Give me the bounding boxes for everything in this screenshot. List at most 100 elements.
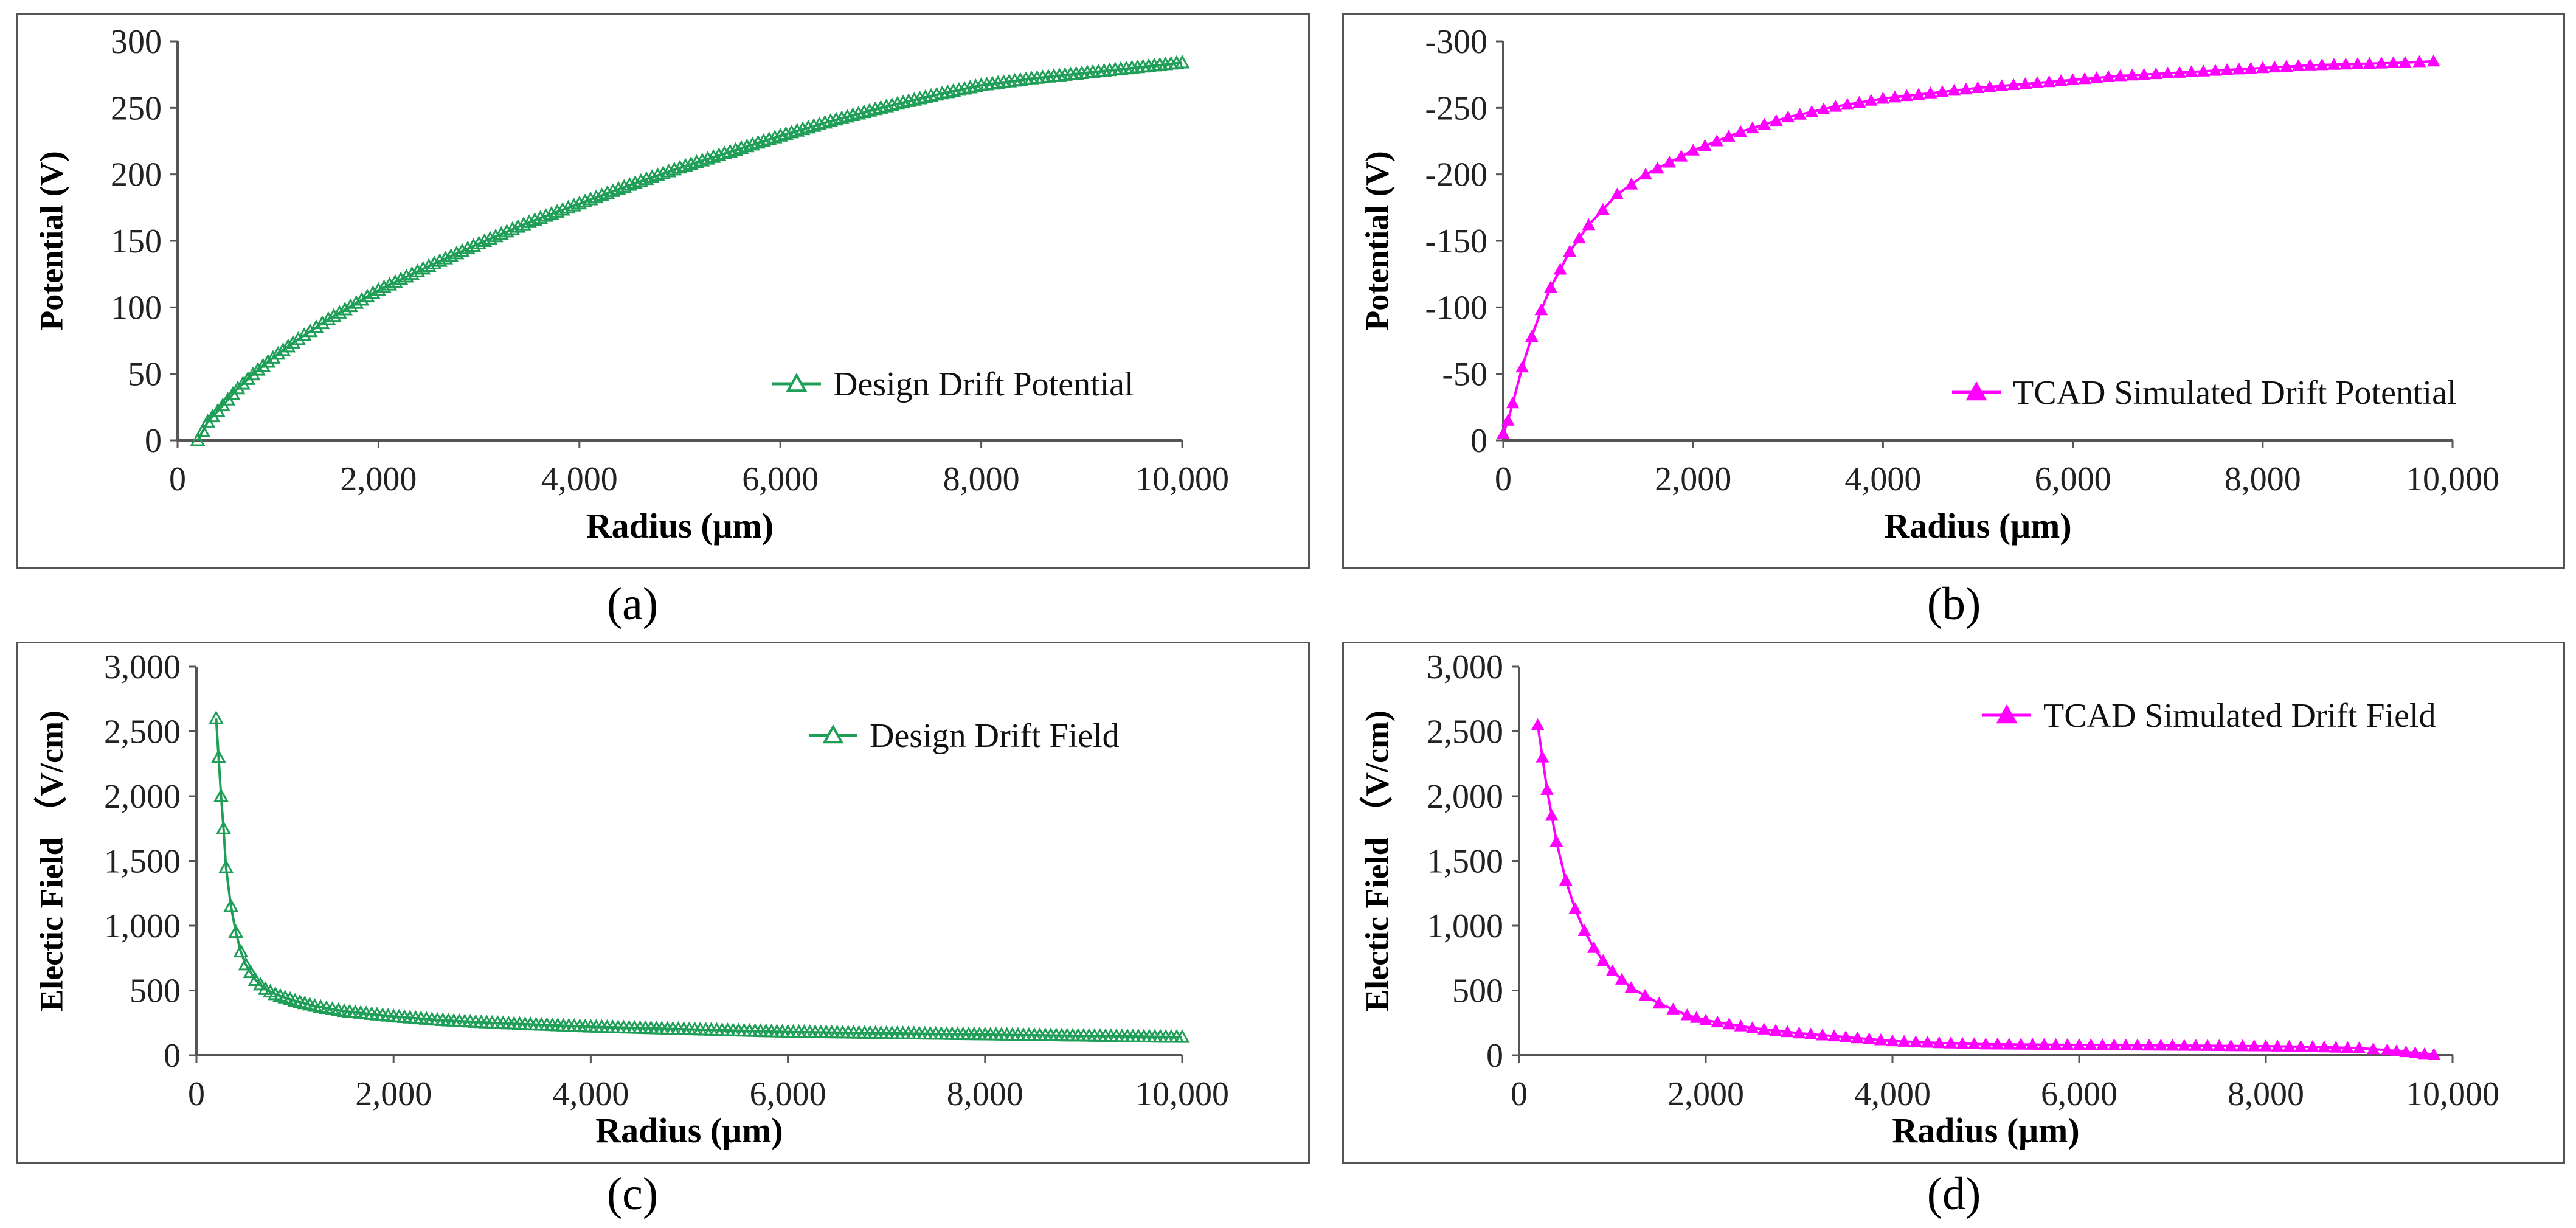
- chart-panel-c: 0 2,000 4,000 6,000 8,000 10,000 0 500 1,000 1,50…: [16, 642, 1310, 1164]
- data-point: [2329, 1041, 2342, 1053]
- data-point: [190, 432, 206, 446]
- x-tick-label: 0: [1495, 460, 1512, 498]
- data-point: [884, 97, 900, 111]
- data-point: [1699, 1013, 1712, 1025]
- data-point: [1615, 973, 1629, 985]
- data-point: [1886, 1034, 1899, 1047]
- data-point: [1979, 1037, 1993, 1050]
- data-point: [2327, 58, 2341, 70]
- chart-panel-d: 0 2,000 4,000 6,000 8,000 10,000 0 500 1,000 1,50…: [1342, 642, 2565, 1164]
- x-axis-label: Radius (μm): [1884, 506, 2071, 546]
- data-point: [1638, 988, 1652, 1001]
- data-point: [2235, 1039, 2249, 1052]
- data-point: [1805, 105, 1819, 117]
- legend-label: TCAD Simulated Drift Field: [2043, 697, 2436, 735]
- x-tick-label: 2,000: [355, 1075, 432, 1113]
- data-point: [2125, 68, 2139, 81]
- data-point: [918, 89, 933, 103]
- data-point: [370, 282, 386, 296]
- data-point: [600, 185, 615, 199]
- data-point: [2232, 62, 2246, 75]
- data-point: [1577, 924, 1591, 937]
- caption-b: (b): [1927, 578, 1981, 630]
- x-tick-label: 2,000: [1667, 1075, 1744, 1113]
- x-tick-label: 4,000: [1844, 460, 1921, 498]
- data-point: [2212, 1039, 2226, 1052]
- data-point: [1967, 1037, 1981, 1049]
- data-point: [694, 152, 710, 167]
- x-tick-label: 6,000: [742, 460, 819, 498]
- data-point: [1781, 110, 1795, 123]
- data-point: [784, 124, 800, 139]
- data-point: [1549, 834, 1563, 847]
- data-point: [962, 79, 978, 94]
- data-point: [2244, 61, 2258, 74]
- legend-label: TCAD Simulated Drift Potential: [2013, 374, 2456, 412]
- data-point: [1947, 83, 1961, 96]
- data-point: [454, 243, 470, 257]
- data-point: [2294, 1039, 2308, 1052]
- x-axis-label: Radius (μm): [1892, 1111, 2079, 1150]
- data-point: [1900, 89, 1914, 102]
- data-point: [588, 189, 604, 204]
- y-tick-label: 3,000: [104, 648, 181, 686]
- chart-panel-a: 0 2,000 4,000 6,000 8,000 10,000 0 50 100 150 200 2…: [16, 13, 1310, 569]
- data-point: [1757, 117, 1771, 130]
- data-point: [296, 327, 312, 341]
- data-point: [951, 82, 967, 96]
- data-point: [1852, 95, 1866, 108]
- y-tick-label: -200: [1425, 156, 1487, 194]
- x-tick-label: 8,000: [2228, 1075, 2304, 1113]
- data-point: [228, 924, 244, 938]
- data-point: [213, 788, 229, 802]
- data-point: [677, 158, 693, 172]
- legend-marker: [1996, 704, 2018, 724]
- data-point: [538, 208, 554, 222]
- data-point: [957, 80, 972, 95]
- data-point: [1711, 1015, 1725, 1028]
- caption-c: (c): [606, 1168, 659, 1219]
- data-point: [1596, 954, 1610, 966]
- y-tick-label: 0: [1470, 422, 1487, 460]
- data-point: [2256, 61, 2270, 74]
- y-tick-label: 1,000: [104, 907, 181, 945]
- x-tick-label: 4,000: [552, 1075, 629, 1113]
- data-point: [2161, 66, 2175, 78]
- data-point: [1540, 783, 1554, 795]
- data-point: [243, 964, 258, 979]
- data-point: [756, 133, 772, 147]
- data-point: [628, 175, 643, 189]
- data-point: [817, 114, 833, 129]
- data-point: [940, 84, 956, 99]
- y-tick-label: -300: [1425, 23, 1487, 61]
- data-point: [2184, 65, 2198, 77]
- data-point: [867, 101, 883, 116]
- data-point: [1829, 100, 1843, 112]
- data-point: [1698, 139, 1712, 151]
- data-point: [890, 95, 905, 110]
- data-point: [2427, 1047, 2441, 1060]
- data-point: [1650, 161, 1664, 174]
- data-point: [1624, 178, 1638, 190]
- data-point: [1920, 1035, 1934, 1048]
- data-point: [1639, 167, 1652, 180]
- data-point: [2102, 70, 2115, 82]
- data-point: [1534, 303, 1548, 316]
- data-point: [577, 193, 593, 207]
- data-point: [280, 338, 296, 353]
- y-tick-label: 0: [164, 1037, 181, 1075]
- series-line: [215, 718, 1183, 1039]
- x-tick-label: 2,000: [340, 460, 417, 498]
- y-tick-label: 0: [145, 422, 162, 460]
- data-point: [895, 94, 911, 109]
- data-point: [566, 198, 582, 212]
- data-point: [223, 898, 239, 912]
- data-point: [611, 181, 626, 195]
- caption-d: (d): [1927, 1168, 1981, 1219]
- data-point: [2031, 76, 2044, 88]
- data-point: [2224, 1039, 2238, 1052]
- data-point: [465, 238, 481, 252]
- x-tick-label: 4,000: [1854, 1075, 1931, 1113]
- data-point: [521, 214, 537, 228]
- x-tick-label: 10,000: [2406, 460, 2499, 498]
